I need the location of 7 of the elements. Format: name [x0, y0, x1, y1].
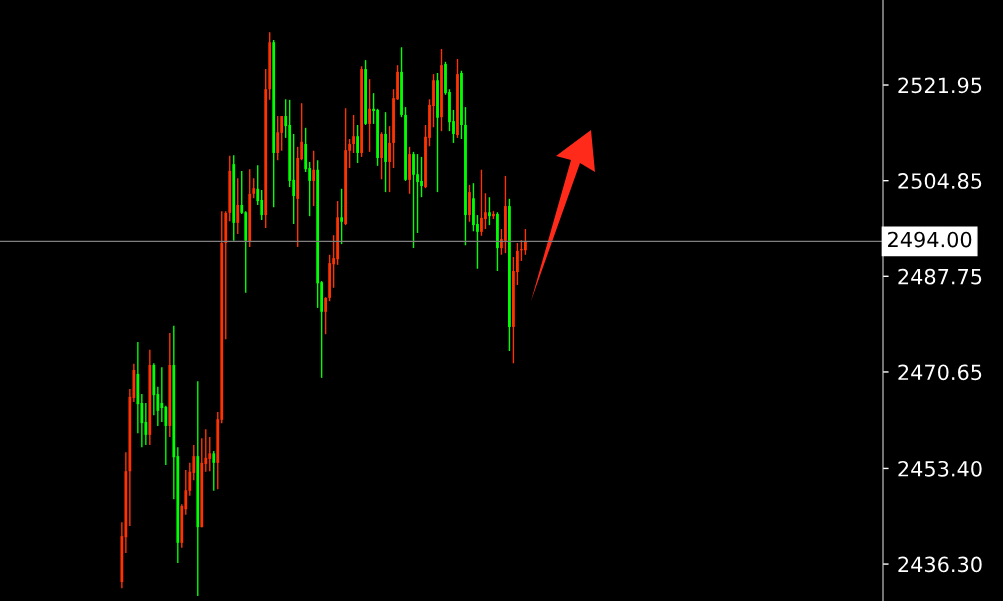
y-tick-label: 2470.65 [898, 364, 982, 381]
y-tick-label: 2504.85 [898, 173, 982, 189]
y-tick-label: 2487.75 [898, 268, 982, 285]
ref-line-label: 2494.00 [888, 231, 972, 248]
y-tick-label: 2521.95 [898, 77, 982, 94]
y-tick-label: 2436.30 [898, 556, 982, 573]
y-tick-label: 2453.40 [898, 460, 982, 477]
